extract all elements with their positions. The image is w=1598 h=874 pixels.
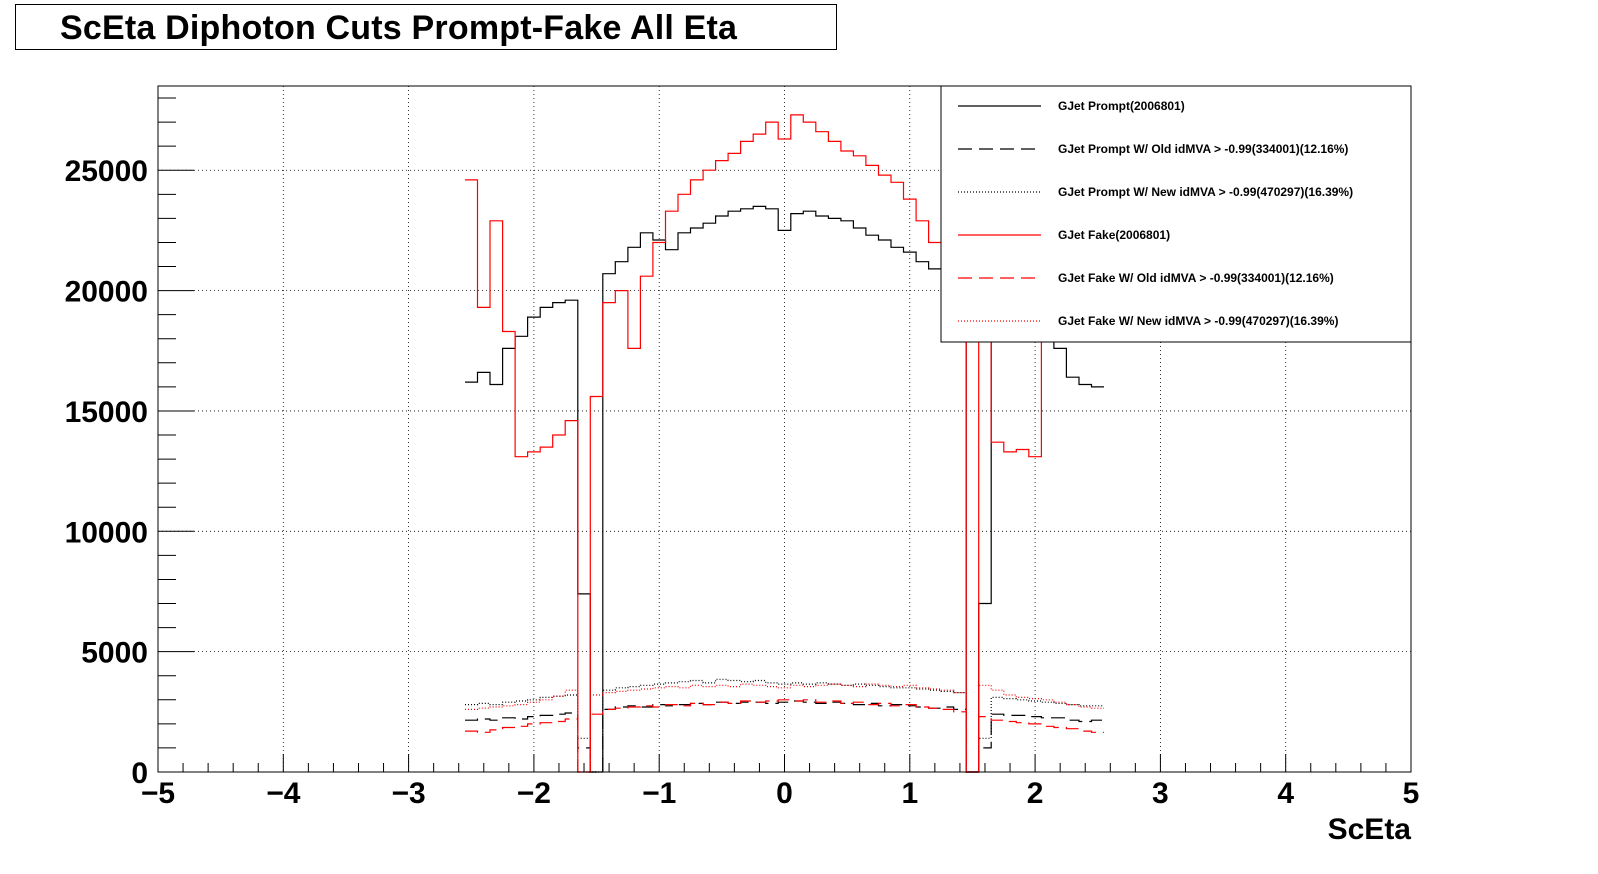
legend: GJet Prompt(2006801) GJet Prompt W/ Old i… bbox=[940, 85, 1412, 343]
x-tick-label: 3 bbox=[1152, 777, 1169, 810]
x-tick-label: −4 bbox=[266, 777, 301, 810]
series-line-5 bbox=[465, 683, 1104, 773]
legend-box bbox=[940, 85, 1412, 343]
x-tick-label: 2 bbox=[1027, 777, 1044, 810]
legend-entry-label: GJet Fake W/ Old idMVA > -0.99(334001)(1… bbox=[1058, 271, 1334, 285]
chart-title-box: ScEta Diphoton Cuts Prompt-Fake All Eta bbox=[15, 4, 837, 50]
series-line-3 bbox=[465, 114, 1104, 773]
chart-title: ScEta Diphoton Cuts Prompt-Fake All Eta bbox=[60, 9, 738, 47]
x-tick-label: 5 bbox=[1403, 777, 1420, 810]
x-tick-label: 0 bbox=[776, 777, 793, 810]
x-tick-label: −1 bbox=[642, 777, 676, 810]
x-tick-label: 1 bbox=[901, 777, 918, 810]
legend-entry-label: GJet Prompt W/ New idMVA > -0.99(470297)… bbox=[1058, 185, 1353, 199]
x-tick-label: −3 bbox=[391, 777, 425, 810]
y-tick-label: 25000 bbox=[65, 155, 148, 188]
x-axis-title: ScEta bbox=[1328, 813, 1412, 846]
x-tick-label: −2 bbox=[517, 777, 551, 810]
legend-entry-label: GJet Fake W/ New idMVA > -0.99(470297)(1… bbox=[1058, 314, 1338, 328]
y-tick-label: 20000 bbox=[65, 276, 148, 309]
axes: −5 −4 −3 −2 −1 0 1 2 3 4 5 0 5000 10000 15000 20000 2500… bbox=[65, 97, 1420, 810]
legend-entry-label: GJet Prompt(2006801) bbox=[1058, 99, 1185, 113]
legend-entry-label: GJet Fake(2006801) bbox=[1058, 228, 1170, 242]
x-tick-label: 4 bbox=[1277, 777, 1294, 810]
y-tick-label: 5000 bbox=[81, 637, 148, 670]
y-tick-label: 0 bbox=[131, 757, 148, 790]
series-line-4 bbox=[465, 699, 1104, 773]
y-tick-label: 15000 bbox=[65, 396, 148, 429]
y-tick-label: 10000 bbox=[65, 516, 148, 549]
legend-entry-label: GJet Prompt W/ Old idMVA > -0.99(334001)… bbox=[1058, 142, 1348, 156]
x-tick-label: −5 bbox=[141, 777, 175, 810]
series-line-1 bbox=[465, 700, 1104, 773]
